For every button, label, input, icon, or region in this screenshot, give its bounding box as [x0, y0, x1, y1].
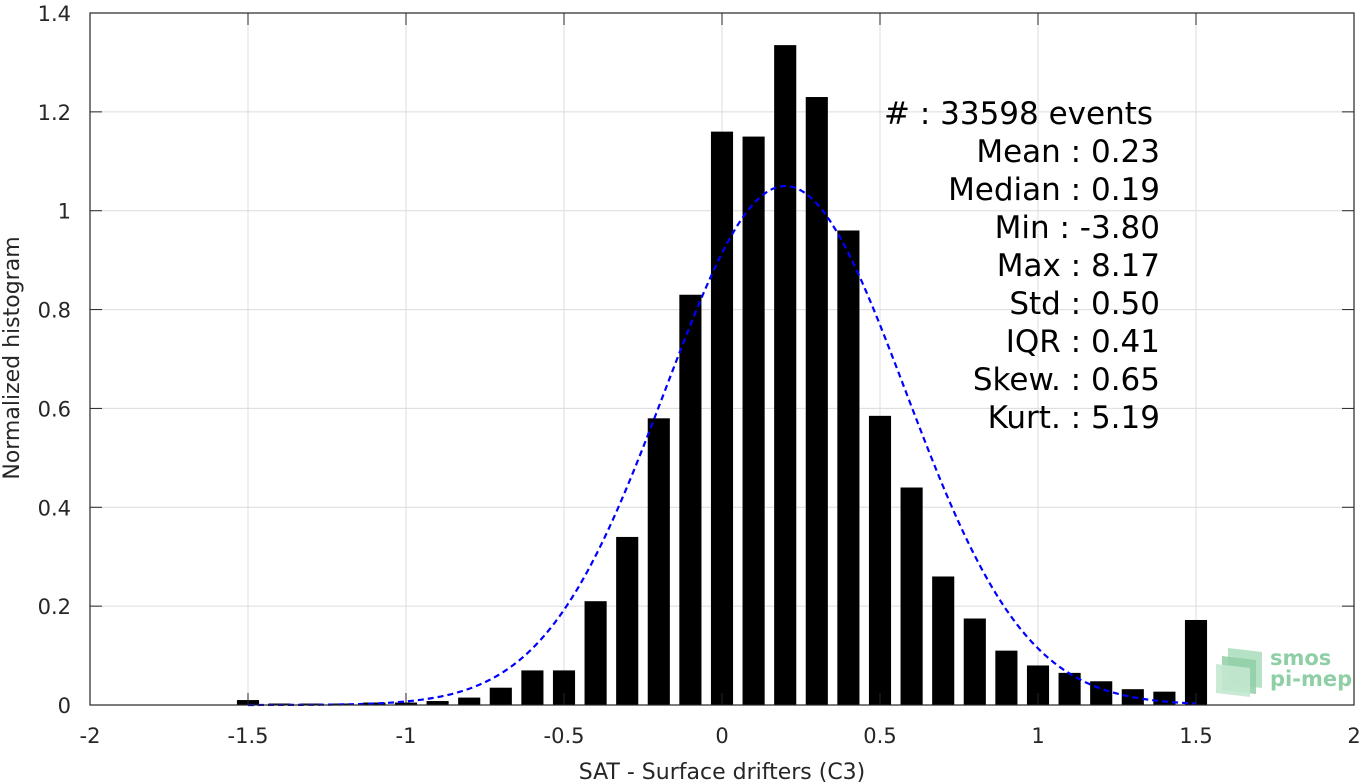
x-tick-label-8: 2: [1347, 724, 1360, 748]
histogram-bar-20: [868, 415, 892, 705]
gaussian-fit-curve: [247, 184, 1197, 707]
stat-line-3: Min : -3.80: [995, 210, 1160, 246]
x-tick-label-5: 0.5: [863, 724, 896, 748]
logo-mark-icon: [1216, 648, 1262, 697]
histogram-bars: [236, 45, 1208, 706]
histogram-bar-18: [805, 97, 828, 706]
x-tick-label-4: 0: [715, 724, 728, 748]
histogram-bar-14: [679, 294, 702, 705]
histogram-bar-25: [1026, 665, 1050, 705]
x-tick-label-6: 1: [1031, 724, 1044, 748]
histogram-bar-24: [995, 650, 1018, 705]
histogram-bar-29: [1153, 691, 1176, 705]
x-tick-label-7: 1.5: [1179, 724, 1212, 748]
stat-line-2: Median : 0.19: [948, 172, 1160, 208]
histogram-bar-11: [584, 601, 607, 705]
y-tick-label-4: 0.8: [38, 299, 71, 323]
histogram-bar-7: [458, 697, 481, 705]
histogram-bar-22: [932, 576, 955, 705]
stat-line-4: Max : 8.17: [997, 248, 1160, 284]
histogram-bar-6: [426, 701, 449, 705]
stat-line-1: Mean : 0.23: [976, 134, 1160, 170]
y-tick-labels: 0 0.2 0.4 0.6 0.8 1 1.2 1.4: [38, 2, 71, 718]
smos-pimep-logo: smos pi-mep: [1216, 646, 1352, 697]
histogram-bar-17: [774, 45, 797, 706]
logo-text-smos: smos: [1270, 646, 1331, 670]
logo-text-pimep: pi-mep: [1270, 667, 1352, 691]
x-tick-label-2: -1: [396, 724, 417, 748]
y-tick-label-1: 0.2: [38, 595, 71, 619]
stat-line-7: Skew. : 0.65: [973, 362, 1160, 398]
stat-line-6: IQR : 0.41: [1006, 324, 1160, 360]
histogram-bar-21: [900, 487, 923, 705]
histogram-bar-10: [552, 670, 576, 705]
stat-line-5: Std : 0.50: [1009, 286, 1160, 322]
histogram-bar-30: [1184, 619, 1208, 705]
histogram-bar-26: [1058, 672, 1081, 705]
histogram-bar-12: [616, 536, 639, 705]
y-tick-label-2: 0.4: [38, 496, 71, 520]
histogram-bar-8: [489, 687, 512, 705]
y-tick-label-6: 1.2: [38, 101, 71, 125]
histogram-bar-4: [363, 702, 386, 705]
y-tick-label-3: 0.6: [38, 397, 71, 421]
histogram-bar-15: [710, 131, 734, 706]
y-tick-label-7: 1.4: [38, 2, 71, 26]
x-tick-labels: -2 -1.5 -1 -0.5 0 0.5 1 1.5 2: [80, 724, 1361, 748]
x-axis-label: SAT - Surface drifters (C3): [579, 760, 866, 784]
histogram-bar-23: [963, 618, 986, 705]
axes-frame: [89, 12, 1355, 706]
stat-line-8: Kurt. : 5.19: [988, 400, 1160, 436]
histogram-bar-19: [837, 230, 860, 705]
x-tick-label-3: -0.5: [544, 724, 585, 748]
histogram-bar-9: [521, 670, 544, 705]
stat-line-0: # : 33598 events: [884, 96, 1153, 132]
histogram-bar-27: [1090, 681, 1113, 705]
x-tick-label-0: -2: [80, 724, 101, 748]
y-tick-label-5: 1: [58, 200, 71, 224]
y-tick-label-0: 0: [58, 694, 71, 718]
histogram-bar-16: [742, 136, 765, 706]
x-tick-label-1: -1.5: [228, 724, 269, 748]
y-axis-label: Normalized histogram: [0, 236, 25, 479]
histogram-bar-13: [647, 418, 670, 705]
